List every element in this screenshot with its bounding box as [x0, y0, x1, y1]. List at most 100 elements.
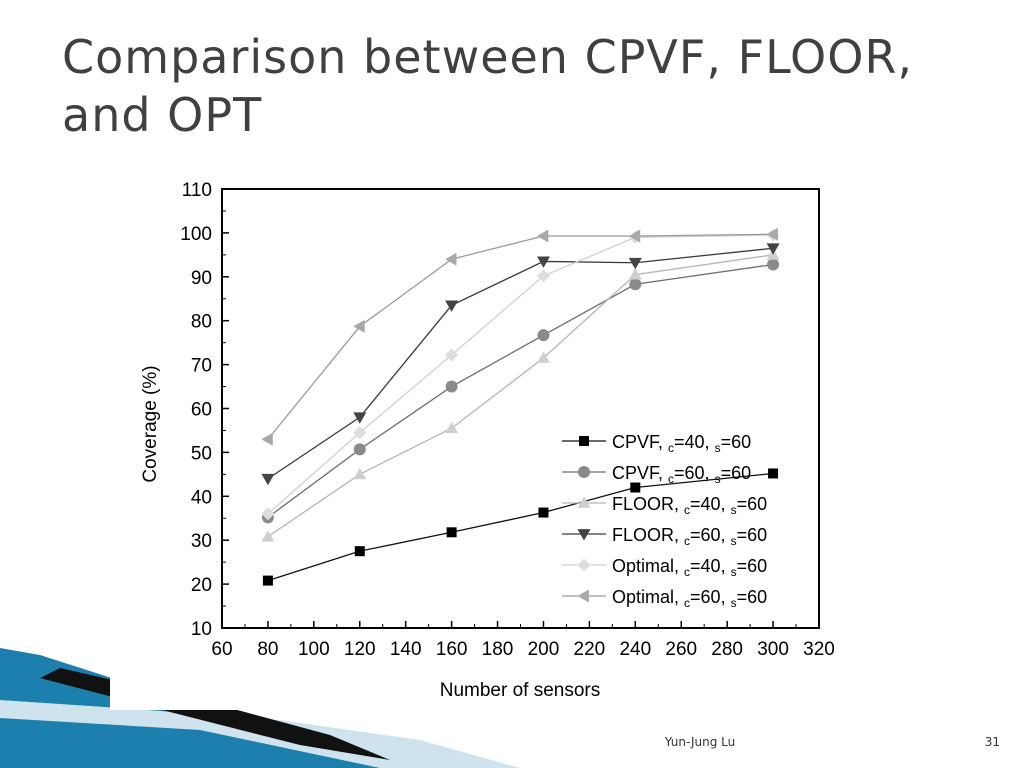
legend-text: Optimal,: [612, 556, 684, 576]
x-tick-label: 180: [482, 639, 514, 660]
y-tick-label: 40: [191, 487, 212, 508]
y-tick-label: 30: [191, 531, 212, 552]
data-point: [446, 527, 457, 538]
page-number: 31: [984, 735, 1000, 749]
legend-text: =60: [737, 556, 768, 576]
data-point: [353, 319, 365, 333]
x-tick-label: 320: [803, 639, 835, 660]
legend-text: =60,: [674, 463, 715, 483]
x-tick-label: 220: [574, 639, 606, 660]
data-point: [767, 258, 780, 271]
plot-frame: [221, 188, 820, 629]
legend-text: Optimal,: [612, 587, 684, 607]
legend-label: Optimal, c=40, s=60: [612, 556, 767, 579]
legend-marker: [579, 436, 589, 446]
x-tick-label: 300: [757, 639, 789, 660]
data-point: [445, 348, 459, 362]
axes-layer: 60 80 100 120 140 160 180 200 220 240 260 280 300 320…: [180, 180, 835, 660]
legend-text: =60: [721, 463, 752, 483]
legend-text: =60,: [690, 587, 731, 607]
data-point: [766, 243, 780, 255]
x-tick-label: 280: [711, 639, 743, 660]
x-tick-label: 240: [619, 639, 651, 660]
x-tick-label: 120: [344, 639, 376, 660]
legend-text: =60: [737, 525, 768, 545]
legend-text: CPVF,: [612, 463, 668, 483]
series-line: [267, 472, 774, 582]
data-point: [536, 256, 550, 268]
legend-text: =40,: [690, 556, 731, 576]
data-point: [445, 252, 457, 266]
data-point: [538, 507, 549, 518]
legend-text: FLOOR,: [612, 525, 684, 545]
data-point: [353, 443, 366, 456]
data-point: [261, 432, 273, 446]
series-layer: [261, 227, 780, 586]
x-tick-label: 200: [528, 639, 560, 660]
data-point: [354, 546, 365, 557]
legend-text: =40,: [690, 494, 731, 514]
series-5: [261, 227, 778, 446]
legend-marker: [577, 496, 591, 508]
legend-marker: [577, 589, 589, 603]
legend-text: FLOOR,: [612, 494, 684, 514]
legend-subscript: s: [731, 596, 737, 610]
y-tick-label: 110: [182, 180, 212, 201]
legend-text: =60: [721, 432, 752, 452]
x-tick-label: 100: [298, 639, 330, 660]
legend-text: =40,: [674, 432, 715, 452]
data-point: [768, 468, 779, 479]
data-point: [766, 227, 778, 241]
legend-subscript: c: [684, 534, 690, 548]
footer-author: Yun-Jung Lu: [664, 735, 736, 749]
legend-subscript: s: [731, 503, 737, 517]
decor-mask: [110, 620, 840, 710]
legend-subscript: c: [684, 503, 690, 517]
data-point: [445, 380, 458, 393]
legend-label: CPVF, c=60, s=60: [612, 463, 751, 486]
x-tick-label: 60: [211, 639, 232, 660]
legend-marker: [577, 529, 591, 541]
data-point: [536, 229, 549, 243]
x-tick-label: 140: [390, 639, 422, 660]
legend-subscript: s: [715, 472, 721, 486]
data-point: [629, 278, 642, 291]
x-tick-label: 260: [665, 639, 697, 660]
data-point: [261, 473, 275, 486]
y-tick-label: 10: [191, 619, 212, 640]
legend-item: CPVF, c=40, s=60: [562, 432, 751, 455]
data-point: [262, 575, 273, 586]
slide-title: Comparison between CPVF, FLOOR, and OPT: [62, 30, 914, 142]
y-tick-label: 70: [191, 356, 212, 377]
y-tick-label: 50: [191, 443, 212, 464]
legend-label: CPVF, c=40, s=60: [612, 432, 751, 455]
legend-subscript: s: [731, 534, 737, 548]
legend-label: Optimal, c=60, s=60: [612, 587, 767, 610]
series-0: [262, 468, 779, 586]
data-point: [628, 229, 641, 243]
data-point: [628, 268, 642, 280]
series-3: [261, 243, 780, 486]
legend-subscript: c: [668, 472, 674, 486]
legend-item: FLOOR, c=60, s=60: [562, 525, 767, 548]
series-line: [267, 247, 774, 480]
legend-text: CPVF,: [612, 432, 668, 452]
legend-item: FLOOR, c=40, s=60: [562, 494, 767, 517]
legend-item: Optimal, c=60, s=60: [562, 587, 767, 610]
data-point: [353, 412, 367, 424]
data-point: [353, 426, 367, 440]
legend-marker: [577, 558, 591, 572]
y-tick-label: 90: [191, 268, 212, 289]
legend-marker: [578, 466, 590, 478]
series-line: [267, 263, 774, 518]
data-point: [353, 467, 367, 480]
legend-item: Optimal, c=40, s=60: [562, 556, 767, 579]
legend-item: CPVF, c=60, s=60: [562, 463, 751, 486]
legend-text: =60,: [690, 525, 731, 545]
y-tick-label: 60: [191, 400, 212, 421]
legend-label: FLOOR, c=40, s=60: [612, 494, 767, 517]
data-point: [536, 351, 550, 363]
data-point: [445, 300, 459, 312]
